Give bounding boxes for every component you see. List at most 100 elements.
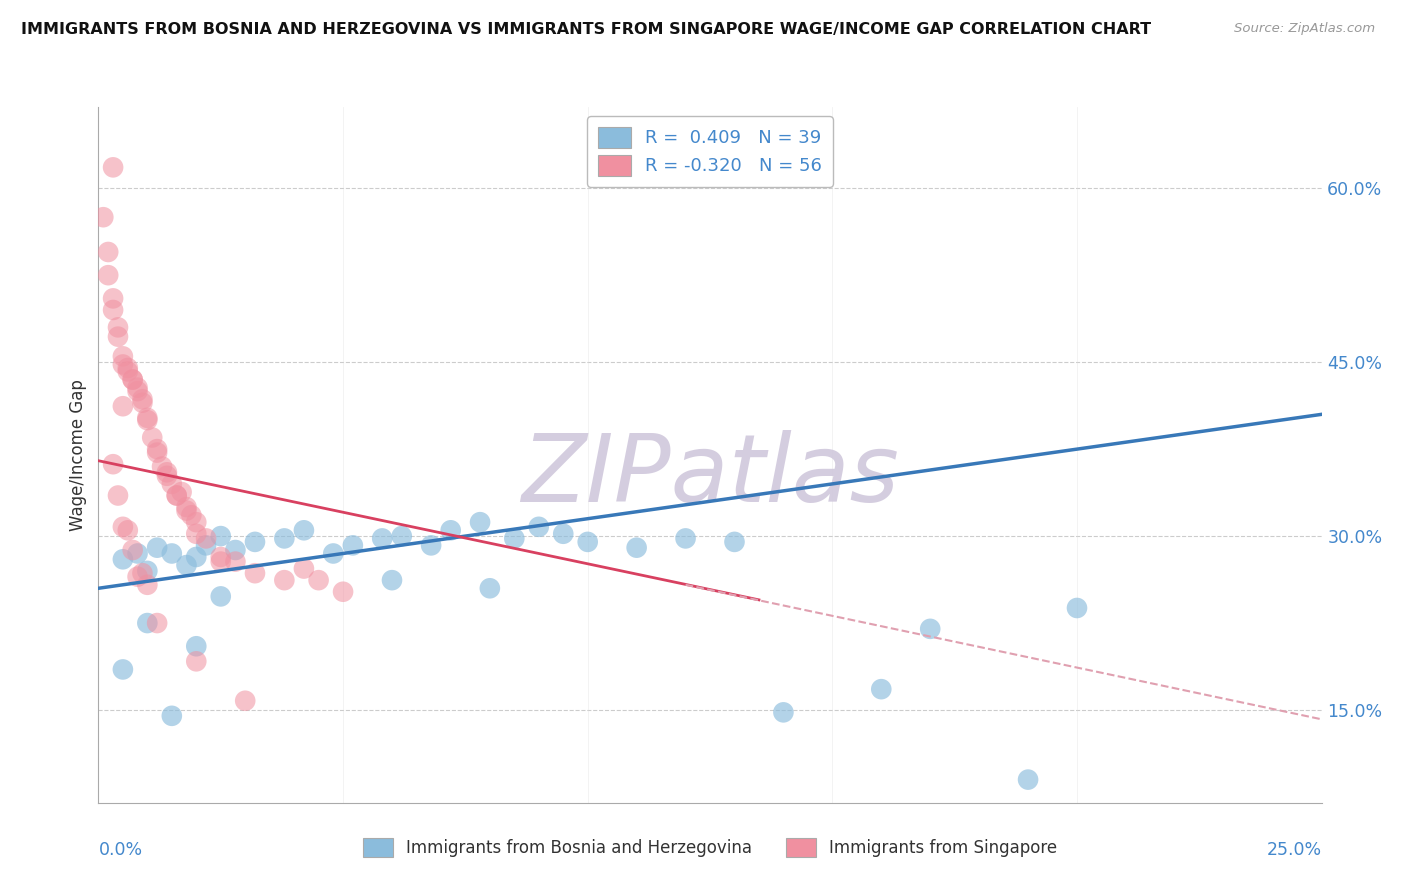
Point — [146, 445, 169, 459]
Point — [146, 541, 169, 555]
Point — [101, 303, 124, 318]
Point — [156, 468, 179, 483]
Point — [186, 526, 208, 541]
Point — [1017, 772, 1039, 787]
Point — [209, 549, 232, 564]
Point — [186, 654, 208, 668]
Point — [322, 546, 344, 561]
Point — [160, 708, 183, 723]
Point — [136, 578, 159, 592]
Point — [553, 526, 575, 541]
Point — [160, 476, 183, 491]
Point — [176, 503, 198, 517]
Point — [111, 350, 134, 364]
Point — [131, 392, 153, 407]
Point — [136, 413, 159, 427]
Y-axis label: Wage/Income Gap: Wage/Income Gap — [69, 379, 87, 531]
Point — [233, 694, 256, 708]
Point — [97, 268, 120, 282]
Point — [111, 520, 134, 534]
Point — [292, 561, 315, 575]
Point — [626, 541, 648, 555]
Point — [576, 535, 599, 549]
Point — [527, 520, 550, 534]
Point — [117, 523, 139, 537]
Point — [180, 508, 202, 523]
Point — [195, 538, 218, 552]
Point — [1066, 601, 1088, 615]
Point — [111, 662, 134, 677]
Text: Source: ZipAtlas.com: Source: ZipAtlas.com — [1234, 22, 1375, 36]
Point — [186, 549, 208, 564]
Point — [243, 566, 266, 581]
Point — [150, 459, 173, 474]
Point — [723, 535, 745, 549]
Point — [111, 552, 134, 566]
Point — [136, 410, 159, 425]
Point — [111, 358, 134, 372]
Point — [107, 329, 129, 343]
Point — [224, 555, 246, 569]
Point — [381, 573, 404, 587]
Point — [478, 582, 501, 596]
Point — [156, 466, 179, 480]
Point — [209, 555, 232, 569]
Point — [468, 515, 491, 529]
Point — [131, 566, 153, 581]
Point — [136, 564, 159, 578]
Point — [146, 615, 169, 630]
Point — [111, 399, 134, 413]
Point — [273, 573, 295, 587]
Point — [97, 244, 120, 259]
Point — [107, 489, 129, 503]
Point — [186, 515, 208, 529]
Point — [117, 361, 139, 376]
Point — [107, 320, 129, 334]
Point — [136, 615, 159, 630]
Point — [292, 523, 315, 537]
Point — [127, 546, 149, 561]
Point — [176, 500, 198, 514]
Text: 0.0%: 0.0% — [98, 841, 142, 859]
Point — [127, 570, 149, 584]
Point — [503, 532, 526, 546]
Point — [195, 532, 218, 546]
Point — [342, 538, 364, 552]
Point — [920, 622, 942, 636]
Text: ZIPatlas: ZIPatlas — [522, 430, 898, 521]
Point — [141, 431, 163, 445]
Point — [166, 489, 188, 503]
Point — [121, 373, 143, 387]
Point — [127, 384, 149, 399]
Text: 25.0%: 25.0% — [1267, 841, 1322, 859]
Point — [101, 457, 124, 471]
Point — [209, 590, 232, 604]
Point — [101, 161, 124, 175]
Point — [308, 573, 330, 587]
Point — [391, 529, 413, 543]
Point — [332, 584, 354, 599]
Point — [121, 543, 143, 558]
Point — [160, 546, 183, 561]
Point — [91, 211, 114, 225]
Point — [243, 535, 266, 549]
Point — [675, 532, 697, 546]
Point — [273, 532, 295, 546]
Legend: Immigrants from Bosnia and Herzegovina, Immigrants from Singapore: Immigrants from Bosnia and Herzegovina, … — [356, 831, 1064, 864]
Text: IMMIGRANTS FROM BOSNIA AND HERZEGOVINA VS IMMIGRANTS FROM SINGAPORE WAGE/INCOME : IMMIGRANTS FROM BOSNIA AND HERZEGOVINA V… — [21, 22, 1152, 37]
Point — [101, 291, 124, 305]
Point — [170, 485, 193, 500]
Point — [131, 396, 153, 410]
Point — [209, 529, 232, 543]
Point — [127, 381, 149, 395]
Point — [166, 489, 188, 503]
Point — [224, 543, 246, 558]
Point — [186, 639, 208, 653]
Point — [121, 373, 143, 387]
Point — [176, 558, 198, 573]
Point — [420, 538, 443, 552]
Point — [117, 364, 139, 378]
Point — [440, 523, 463, 537]
Point — [146, 442, 169, 457]
Point — [870, 682, 893, 697]
